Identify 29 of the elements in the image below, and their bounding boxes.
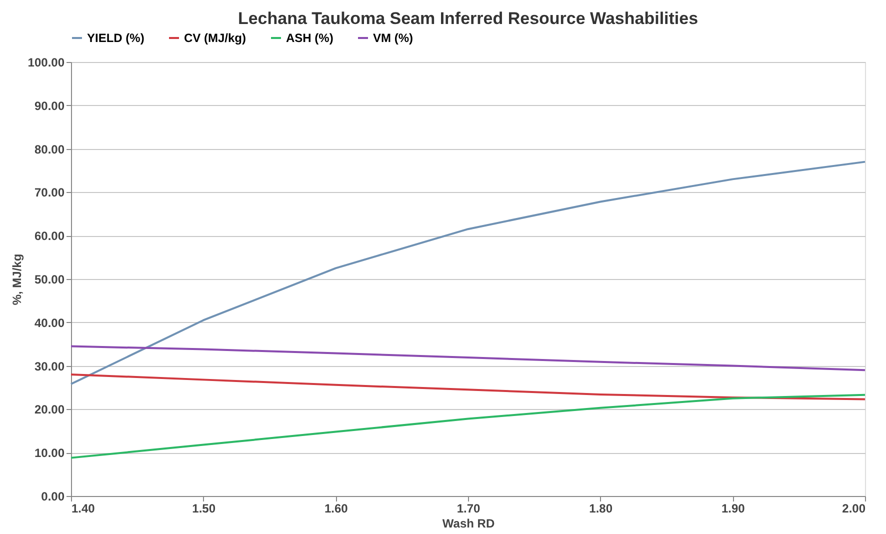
y-tick-label: 40.00 — [34, 316, 65, 330]
legend-label: VM (%) — [373, 31, 413, 45]
x-axis-title: Wash RD — [442, 516, 495, 530]
y-tick-label: 10.00 — [34, 446, 65, 460]
y-tick-label: 60.00 — [34, 229, 65, 244]
y-tick-label: 20.00 — [34, 402, 65, 417]
y-tick-label: 50.00 — [34, 272, 65, 286]
y-tick-label: 80.00 — [34, 142, 65, 156]
chart-title: Lechana Taukoma Seam Inferred Resource Washabilities — [238, 9, 698, 28]
x-tick-label: 1.40 — [72, 502, 96, 516]
legend-label: CV (MJ/kg) — [184, 31, 246, 45]
y-tick-label: 30.00 — [34, 359, 65, 374]
x-tick-label: 1.70 — [456, 502, 480, 516]
line-series — [70, 373, 866, 400]
y-tick-label: 100.00 — [28, 56, 65, 70]
legend-label: ASH (%) — [286, 31, 334, 45]
y-tick-label: 90.00 — [34, 98, 65, 113]
y-tick-label: 70.00 — [34, 186, 65, 200]
x-tick-label: 2.00 — [842, 502, 866, 516]
x-tick-label: 1.50 — [192, 502, 216, 516]
line-series — [70, 394, 866, 459]
x-tick-label: 1.80 — [589, 502, 613, 516]
line-series — [70, 345, 866, 372]
x-tick-label: 1.90 — [721, 502, 746, 516]
y-axis-title: %, MJ/kg — [10, 254, 24, 306]
line-series — [70, 160, 866, 386]
y-tick-label: 0.00 — [41, 490, 65, 504]
legend-label: YIELD (%) — [87, 31, 144, 45]
x-tick-label: 1.60 — [324, 502, 348, 516]
